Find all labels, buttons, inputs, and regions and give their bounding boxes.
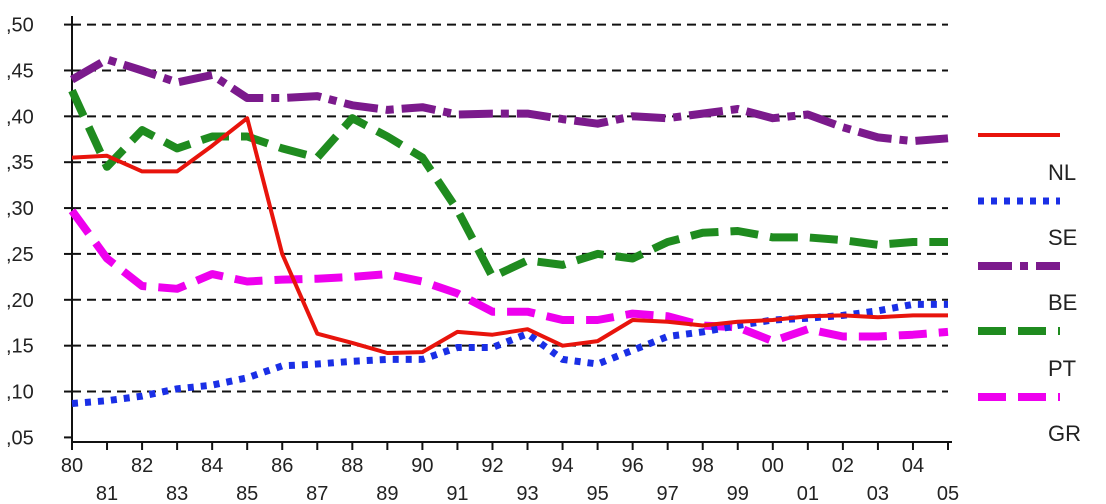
- series-line-gr: [68, 208, 949, 346]
- x-tick-label: 91: [446, 483, 468, 504]
- x-tick-label: 83: [166, 483, 188, 504]
- x-tick-label: 89: [376, 483, 398, 504]
- y-tick-label: ,25: [6, 244, 34, 266]
- x-tick-label: 82: [131, 455, 153, 477]
- x-tick-label: 97: [657, 483, 679, 504]
- x-tick-label: 88: [341, 455, 363, 477]
- y-axis: ,05 ,10 ,15 ,20 ,25 ,30 ,35 ,40 ,45 ,50: [6, 15, 73, 449]
- y-tick-label: ,05: [6, 427, 34, 449]
- legend-label-be: BE: [1048, 290, 1077, 315]
- y-tick-label: ,40: [6, 106, 34, 128]
- y-tick-label: ,10: [6, 382, 34, 404]
- x-tick-label: 95: [586, 483, 608, 504]
- series-line-pt: [68, 88, 948, 281]
- x-tick-label: 81: [96, 483, 118, 504]
- y-tick-label: ,35: [6, 152, 34, 174]
- series-line-se: [71, 300, 948, 407]
- legend: NL SE BE PT GR: [978, 133, 1081, 446]
- y-tick-label: ,15: [6, 336, 34, 358]
- legend-label-gr: GR: [1048, 421, 1081, 446]
- x-tick-label: 93: [516, 483, 538, 504]
- x-tick-label: 03: [867, 483, 889, 504]
- legend-label-pt: PT: [1048, 356, 1076, 381]
- x-tick-label: 90: [411, 455, 433, 477]
- y-tick-label: ,30: [6, 198, 34, 220]
- x-tick-label: 01: [797, 483, 819, 504]
- y-tick-label: ,45: [6, 60, 34, 82]
- y-tick-label: ,20: [6, 290, 34, 312]
- x-axis: 80 81 82 83 84 85 86 87 88 89 90 91 92 93 94 95 96 97 98 99…: [61, 441, 959, 504]
- x-tick-label: 96: [622, 455, 644, 477]
- x-tick-label: 87: [306, 483, 328, 504]
- y-tick-label: ,50: [6, 15, 34, 37]
- legend-label-nl: NL: [1048, 160, 1076, 185]
- x-tick-label: 02: [832, 455, 854, 477]
- series-line-nl: [71, 116, 948, 355]
- x-tick-label: 80: [61, 455, 83, 477]
- x-tick-label: 98: [692, 455, 714, 477]
- x-tick-label: 99: [727, 483, 749, 504]
- legend-label-se: SE: [1048, 225, 1077, 250]
- x-tick-label: 05: [937, 483, 959, 504]
- x-tick-label: 86: [271, 455, 293, 477]
- x-tick-label: 00: [762, 455, 784, 477]
- x-tick-label: 04: [902, 455, 924, 477]
- x-tick-label: 85: [236, 483, 258, 504]
- grid-lines: [72, 23, 948, 393]
- series-line-be: [70, 55, 949, 146]
- x-tick-label: 84: [201, 455, 223, 477]
- series-lines: [68, 55, 949, 407]
- x-tick-label: 94: [551, 455, 573, 477]
- x-tick-label: 92: [481, 455, 503, 477]
